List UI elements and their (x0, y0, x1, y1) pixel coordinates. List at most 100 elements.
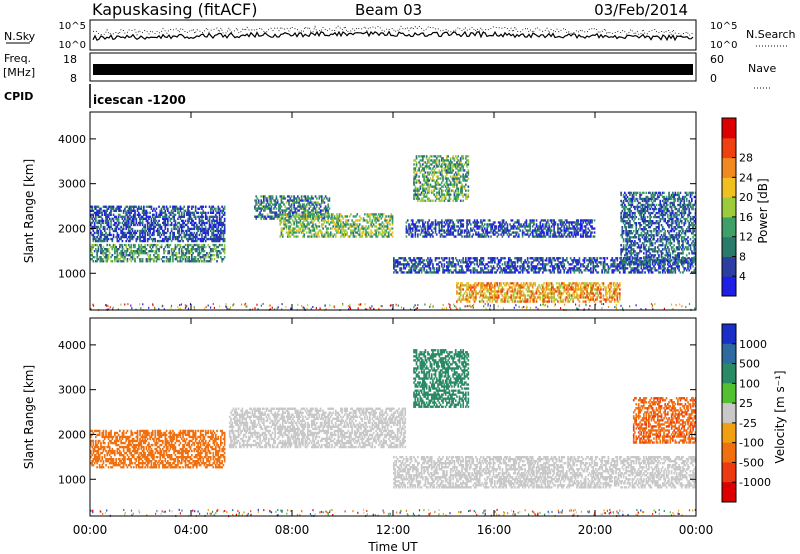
heatmap-cell (220, 219, 222, 223)
heatmap-cell (169, 213, 172, 217)
heatmap-cell (432, 221, 434, 224)
heatmap-cell (265, 217, 268, 220)
heatmap-cell (209, 209, 212, 213)
heatmap-cell (691, 257, 693, 260)
heatmap-cell (159, 227, 162, 231)
heatmap-cell (188, 205, 191, 208)
heatmap-cell (180, 211, 183, 215)
heatmap-cell (182, 219, 184, 223)
heatmap-cell (425, 195, 428, 198)
heatmap-cell (347, 227, 350, 230)
heatmap-cell (333, 223, 336, 226)
heatmap-cell (475, 259, 477, 262)
heatmap-cell (422, 183, 424, 186)
heatmap-cell (451, 233, 453, 236)
heatmap-cell (441, 189, 443, 192)
heatmap-cell (483, 219, 486, 222)
heatmap-cell (403, 259, 405, 262)
heatmap-cell (465, 265, 467, 268)
heatmap-cell (621, 267, 624, 270)
heatmap-cell (321, 223, 323, 226)
heatmap-cell (544, 223, 547, 226)
heatmap-cell (449, 157, 452, 160)
heatmap-cell (579, 269, 582, 272)
heatmap-cell (199, 215, 202, 219)
heatmap-cell (364, 233, 366, 236)
heatmap-cell (114, 243, 116, 247)
heatmap-cell (143, 217, 145, 221)
heatmap-cell (110, 207, 112, 210)
heatmap-cell (220, 235, 222, 239)
heatmap-cell (97, 215, 100, 219)
heatmap-cell (467, 189, 470, 192)
heatmap-cell (114, 227, 116, 231)
heatmap-cell (477, 231, 480, 234)
heatmap-cell (365, 225, 367, 228)
heatmap-cell (553, 223, 555, 226)
heatmap-cell (502, 257, 505, 260)
heatmap-cell (390, 215, 393, 218)
heatmap-cell (549, 271, 552, 274)
heatmap-cell (500, 269, 502, 272)
heatmap-cell (467, 269, 470, 272)
heatmap-cell (304, 215, 307, 218)
heatmap-cell (194, 207, 197, 210)
heatmap-cell (384, 233, 386, 236)
heatmap-cell (117, 239, 120, 243)
heatmap-cell (518, 233, 520, 236)
heatmap-cell (613, 259, 616, 262)
heatmap-cell (442, 189, 444, 192)
heatmap-cell (400, 257, 403, 260)
heatmap-cell (105, 221, 107, 225)
heatmap-cell (336, 231, 338, 234)
heatmap-cell (477, 227, 480, 230)
heatmap-cell (304, 209, 307, 212)
heatmap-cell (343, 229, 346, 232)
heatmap-cell (202, 215, 205, 219)
heatmap-cell (462, 185, 465, 188)
heatmap-cell (124, 215, 126, 219)
heatmap-cell (212, 254, 215, 257)
heatmap-cell (223, 237, 226, 241)
beam-title: Beam 03 (355, 1, 422, 19)
heatmap-cell (327, 199, 330, 202)
heatmap-cell (260, 201, 263, 204)
heatmap-cell (659, 267, 662, 270)
heatmap-cell (429, 155, 432, 158)
heatmap-cell (292, 213, 294, 216)
heatmap-cell (114, 209, 116, 213)
heatmap-cell (468, 269, 471, 272)
heatmap-cell (183, 256, 186, 259)
heatmap-cell (547, 263, 549, 266)
heatmap-cell (617, 265, 620, 268)
heatmap-cell (491, 269, 494, 272)
heatmap-cell (288, 235, 290, 238)
heatmap-cell (505, 227, 508, 230)
heatmap-cell (535, 233, 538, 236)
heatmap-cell (612, 259, 615, 262)
heatmap-cell (336, 213, 338, 216)
heatmap-cell (523, 265, 525, 268)
heatmap-cell (203, 223, 206, 227)
heatmap-cell (577, 261, 579, 264)
heatmap-cell (683, 267, 686, 270)
heatmap-cell (422, 223, 424, 226)
heatmap-cell (419, 199, 422, 202)
heatmap-cell (295, 223, 298, 226)
heatmap-cell (659, 271, 662, 274)
heatmap-cell (160, 207, 163, 210)
heatmap-cell (353, 221, 356, 224)
heatmap-cell (163, 233, 165, 237)
heatmap-cell (302, 229, 304, 232)
heatmap-cell (369, 235, 371, 238)
heatmap-cell (398, 263, 400, 266)
heatmap-cell (457, 177, 460, 180)
heatmap-cell (318, 203, 321, 206)
heatmap-cell (602, 261, 605, 264)
heatmap-cell (451, 231, 453, 234)
heatmap-cell (438, 221, 441, 224)
heatmap-cell (268, 205, 270, 208)
heatmap-cell (302, 235, 304, 238)
heatmap-cell (581, 235, 583, 238)
heatmap-cell (432, 265, 434, 268)
